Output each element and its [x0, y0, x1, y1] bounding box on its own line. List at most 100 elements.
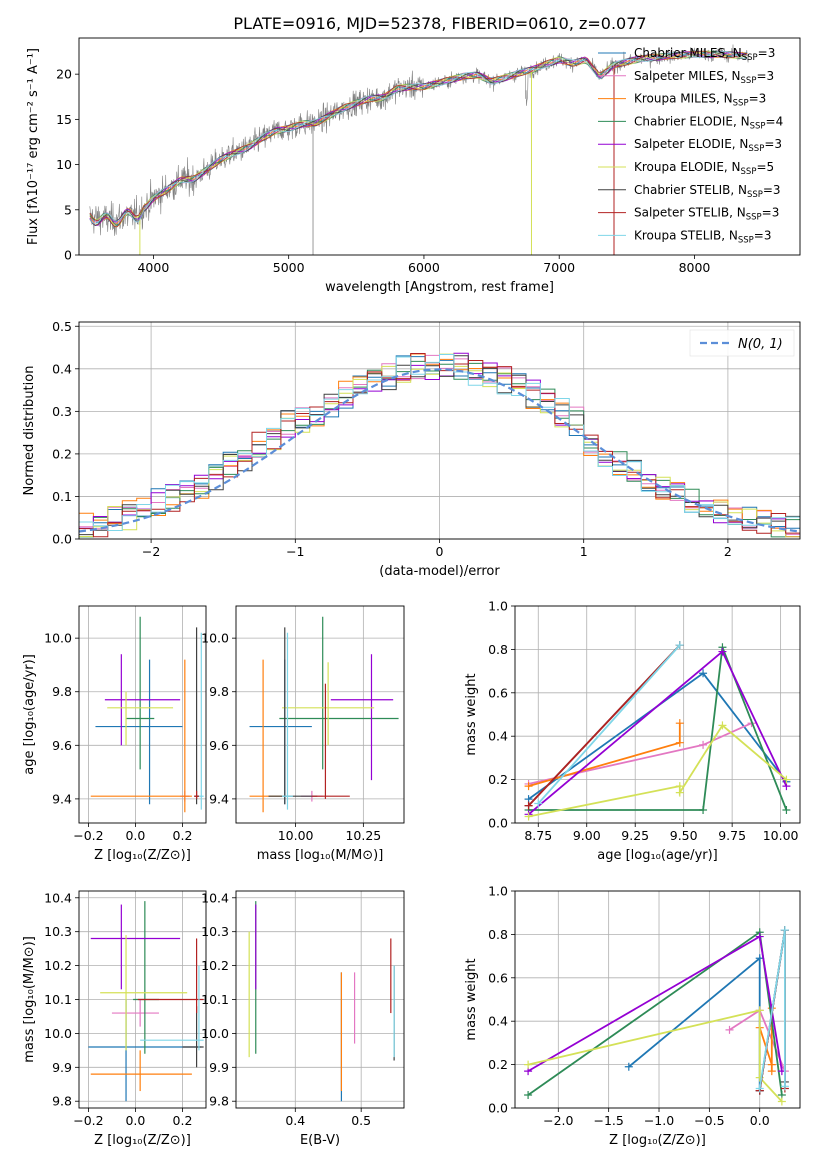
x-axis-label: Z [log₁₀(Z/Z⊙)] — [609, 1133, 706, 1148]
axes-frame — [78, 321, 801, 540]
weight-marker — [699, 740, 708, 749]
y-tick-label: 5 — [64, 202, 72, 217]
model-spectrum — [89, 50, 748, 228]
legend-subscript: SSP — [748, 144, 764, 154]
weight-marker — [524, 1060, 533, 1069]
weight-line — [527, 644, 681, 807]
legend-box — [689, 329, 795, 357]
legend-subscript: SSP — [742, 53, 758, 63]
legend-subscript: SSP — [746, 213, 762, 223]
weight-line — [527, 1009, 783, 1103]
axes-frame — [514, 890, 801, 1109]
y-tick-label: 10.0 — [44, 1026, 72, 1041]
y-tick-label: 0.0 — [488, 1101, 508, 1116]
legend-label: Salpeter ELODIE, NSSP=3 — [634, 137, 782, 154]
y-axis-label: mass weight — [464, 673, 479, 755]
residuals-panel: −2 −1 0 1 2 0.0 0.1 0.2 0.3 0.4 0.5 (data-model)/er… — [22, 319, 801, 579]
model-spectrum — [89, 50, 748, 225]
legend-count: =3 — [762, 206, 780, 220]
x-tick-label: 10.25 — [345, 828, 381, 843]
y-tick-label: 0.0 — [488, 816, 508, 831]
weight-marker — [780, 1082, 789, 1091]
weight-marker — [782, 775, 791, 784]
x-tick-label: 1 — [580, 544, 588, 559]
weight-vs-age-panel: 8.75 9.00 9.25 9.50 9.75 10.00 0.0 0.2 0.4 0.6 0.8… — [464, 599, 801, 863]
x-tick-label: 0 — [436, 544, 444, 559]
y-tick-label: 9.9 — [209, 1060, 229, 1075]
y-tick-label: 0 — [64, 248, 72, 263]
y-tick-label: 9.6 — [209, 738, 229, 753]
figure-title: PLATE=0916, MJD=52378, FIBERID=0610, z=0… — [233, 14, 646, 33]
weight-marker — [718, 721, 727, 730]
weight-marker — [755, 1006, 764, 1015]
model-spectrum — [89, 51, 748, 226]
x-tick-label: −0.2 — [73, 1113, 103, 1128]
y-tick-label: 10.3 — [44, 924, 72, 939]
y-tick-label: 10.4 — [201, 890, 229, 905]
x-tick-label: 10.00 — [278, 828, 314, 843]
weight-marker — [524, 1090, 533, 1099]
y-tick-label: 20 — [56, 67, 72, 82]
spectrum-panel: 4000 5000 6000 7000 8000 0 5 10 15 20 wavelength [… — [26, 37, 801, 295]
legend-subscript: SSP — [741, 167, 757, 177]
x-axis-label: wavelength [Angstrom, rest frame] — [325, 280, 554, 295]
y-tick-label: 1.0 — [488, 599, 508, 614]
weight-marker — [782, 805, 791, 814]
y-tick-label: 0.6 — [488, 685, 508, 700]
y-tick-label: 10.4 — [44, 890, 72, 905]
x-tick-label: −2.0 — [543, 1113, 573, 1128]
histogram-series — [79, 354, 800, 531]
weight-marker — [675, 738, 684, 747]
x-tick-label: 0.0 — [750, 1113, 770, 1128]
weight-line — [527, 935, 783, 1072]
y-tick-label: 0.2 — [52, 446, 72, 461]
weight-marker — [524, 801, 533, 810]
y-tick-label: 0.2 — [488, 1057, 508, 1072]
weight-line — [758, 1008, 773, 1072]
y-tick-label: 0.5 — [52, 319, 72, 334]
weight-marker — [725, 1025, 734, 1034]
x-axis-label: (data-model)/error — [379, 564, 500, 579]
y-tick-label: 10.2 — [44, 958, 72, 973]
histogram-series — [79, 353, 800, 538]
y-tick-label: 0.4 — [488, 1014, 508, 1029]
y-axis-label: Flux [fλ10⁻¹⁷ erg cm⁻² s⁻¹ A⁻¹] — [26, 48, 41, 245]
y-tick-label: 10.1 — [201, 992, 229, 1007]
mass-vs-metallicity-panel: −0.2 0.0 0.2 9.8 9.9 10.0 10.1 10.2 10.3 10.4 Z [l… — [22, 890, 207, 1148]
y-tick-label: 9.8 — [52, 1094, 72, 1109]
y-tick-label: 0.4 — [52, 361, 72, 376]
weight-marker — [524, 782, 533, 791]
normal-curve — [79, 368, 800, 533]
legend-count: =3 — [763, 183, 781, 197]
weight-marker — [777, 1097, 786, 1106]
x-tick-label: −2 — [142, 544, 160, 559]
y-axis-label: Normed distribution — [22, 366, 37, 496]
y-tick-label: 10.0 — [201, 1026, 229, 1041]
y-axis-label: mass [log₁₀(M/M⊙)] — [22, 936, 37, 1063]
y-tick-label: 9.8 — [52, 684, 72, 699]
weight-marker — [699, 805, 708, 814]
plot-area — [90, 616, 204, 813]
x-axis-label: E(B-V) — [300, 1133, 340, 1148]
y-tick-label: 10.0 — [44, 631, 72, 646]
x-tick-label: 7000 — [543, 260, 575, 275]
weight-marker — [755, 932, 764, 941]
legend-count: =3 — [754, 228, 772, 242]
y-tick-label: 10.1 — [44, 992, 72, 1007]
x-tick-label: −1.0 — [644, 1113, 674, 1128]
y-tick-label: 10.0 — [201, 631, 229, 646]
x-tick-label: 9.25 — [621, 828, 649, 843]
x-tick-label: 9.00 — [573, 828, 601, 843]
y-tick-label: 0.8 — [488, 927, 508, 942]
axes-frame — [235, 890, 405, 1109]
weight-vs-metallicity-panel: −2.0 −1.5 −1.0 −0.5 0.0 0.0 0.2 0.4 0.6 0.8 1.0 Z [… — [464, 884, 801, 1148]
legend-count: =3 — [758, 46, 776, 60]
y-tick-label: 0.2 — [488, 772, 508, 787]
x-tick-label: 0.0 — [125, 1113, 145, 1128]
legend-label: Chabrier STELIB, NSSP=3 — [634, 183, 781, 200]
x-tick-label: 4000 — [137, 260, 169, 275]
y-tick-label: 15 — [56, 112, 72, 127]
y-tick-label: 0.3 — [52, 404, 72, 419]
legend-label: Chabrier ELODIE, NSSP=4 — [634, 114, 783, 131]
